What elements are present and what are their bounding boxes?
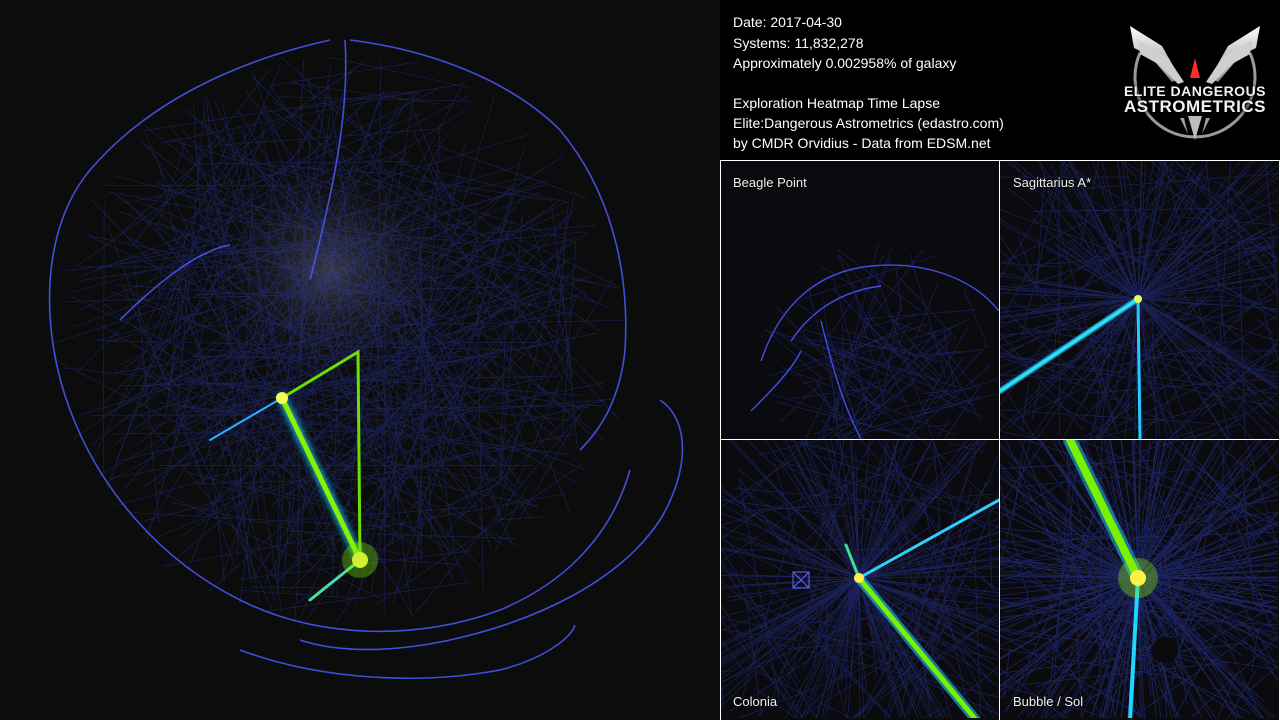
bubble-heatmap-svg (1000, 440, 1278, 718)
highway-sol-to-sagittarius (279, 395, 363, 563)
galaxy-north-spine (309, 39, 347, 281)
logo-text-astrometrics: ASTROMETRICS (1124, 97, 1266, 116)
inset-beagle-point: Beagle Point (721, 161, 999, 439)
bubble-dark-void (1152, 637, 1178, 663)
bubble-highway-north (1066, 440, 1142, 582)
highway-beagle (209, 397, 283, 441)
galaxy-left-spoke (119, 244, 231, 321)
sag-highway-south (1136, 297, 1142, 439)
colonia-hotspot (854, 573, 864, 583)
beagle-point-heatmap-svg (750, 242, 999, 439)
astrometrics-logo: ELITE DANGEROUS ASTROMETRICS (1120, 18, 1270, 143)
colonia-highway-east (857, 498, 999, 580)
inset-colonia: Colonia (721, 440, 999, 718)
hotspot-colonia (276, 392, 288, 404)
main-mesh-lines (51, 56, 625, 628)
highway-southwest (308, 558, 362, 602)
colonia-mesh-lines (721, 440, 999, 718)
label-sagittarius-a: Sagittarius A* (1013, 175, 1092, 190)
panel-divider-vertical (999, 160, 1000, 720)
video-title-text: Exploration Heatmap Time Lapse (733, 95, 940, 111)
logo-text-elite-dangerous: ELITE DANGEROUS (1123, 83, 1267, 99)
galaxy-heatmap (48, 39, 684, 679)
bubble-highway-south (1128, 576, 1140, 718)
colonia-highway-to-sol (856, 575, 978, 718)
galaxy-heatmap-svg (48, 39, 684, 679)
panel-divider-horizontal (720, 439, 1280, 440)
highway-sol-branch (280, 349, 362, 562)
date-text: Date: 2017-04-30 (733, 14, 842, 30)
galaxy-crescent-arm (299, 399, 684, 651)
hotspot-sol (352, 552, 368, 568)
sagittarius-heatmap-svg (1000, 161, 1278, 439)
galaxy-outer-arm (349, 39, 627, 451)
elite-wings-logo-icon (1130, 26, 1260, 140)
colonia-heatmap-svg (721, 440, 999, 718)
panel-divider-left (720, 160, 721, 720)
label-beagle-point: Beagle Point (733, 175, 807, 190)
source-text: Elite:Dangerous Astrometrics (edastro.co… (733, 115, 1004, 131)
beagle-mesh-lines (765, 242, 998, 439)
label-colonia: Colonia (733, 694, 778, 709)
galaxy-lower-arm (239, 624, 576, 679)
inset-sagittarius-a: Sagittarius A* (1000, 161, 1278, 439)
label-bubble-sol: Bubble / Sol (1013, 694, 1084, 709)
sag-highway-southwest (1000, 297, 1140, 393)
sagittarius-core-hotspot (1134, 295, 1142, 303)
colonia-waypoint-marker (792, 571, 810, 589)
systems-count-text: Systems: 11,832,278 (733, 35, 864, 51)
bubble-mesh-lines (1000, 440, 1278, 718)
galaxy-percent-text: Approximately 0.002958% of galaxy (733, 55, 957, 71)
inset-bubble-sol: Bubble / Sol (1000, 440, 1278, 718)
panel-divider-top (720, 160, 1280, 161)
colonia-highway-north (844, 543, 861, 580)
info-panel: Date: 2017-04-30 Systems: 11,832,278 App… (720, 0, 1280, 160)
credit-text: by CMDR Orvidius - Data from EDSM.net (733, 135, 991, 151)
galaxy-outer-rim (48, 39, 631, 633)
sol-hotspot (1130, 570, 1146, 586)
